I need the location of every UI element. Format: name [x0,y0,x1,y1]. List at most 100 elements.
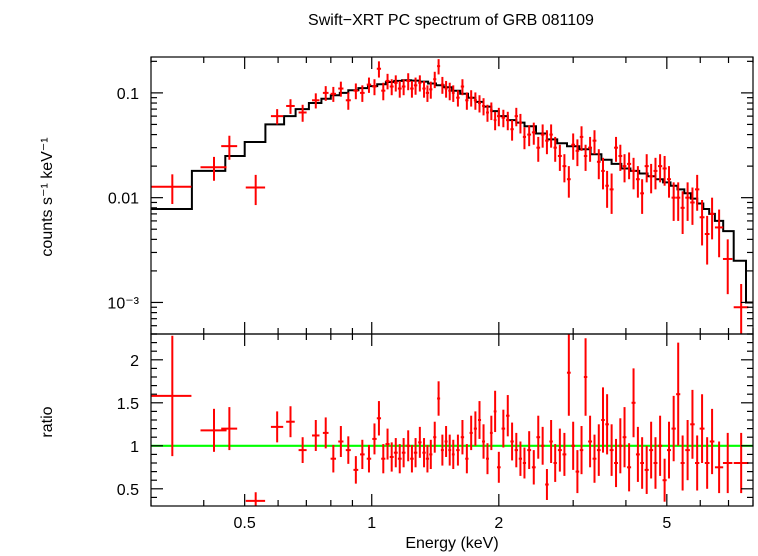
ratio-point [437,381,441,416]
ratio-point [536,415,541,459]
ratio-point [489,415,493,451]
ratio-point [658,415,663,476]
ratio-point [465,444,469,474]
ratio-point [496,451,501,483]
ratio-point [704,437,710,489]
ratio-point [385,428,390,460]
data-point [588,136,593,162]
data-point [667,166,671,198]
ratio-point [514,432,518,468]
data-point [579,126,584,151]
ratio-point [518,441,523,476]
x-tick-label: 1 [367,515,376,532]
spectrum-panel: 0.1 0.01 10⁻³ counts s⁻¹ keV⁻¹ [39,56,754,335]
data-point [545,130,549,155]
data-point [486,104,489,122]
ratio-point [596,424,601,476]
ratio-point [690,389,695,459]
ratio-point [482,424,486,459]
y-tick-label: 0.01 [108,191,139,208]
ratio-point [440,434,444,466]
ratio-point [662,458,667,502]
data-point [614,136,618,162]
ratio-point [460,420,465,455]
ratio-panel: 0.5 1 1.5 2 0.5 1 2 5 ratio Energy (keV) [39,333,754,552]
ratio-point [680,435,685,491]
ratio-point [601,387,605,453]
ratio-point [699,394,705,463]
data-point [286,99,295,114]
data-point [493,111,497,131]
data-point [733,284,749,334]
ratio-point [448,434,452,466]
data-point [298,104,307,122]
data-point [618,144,623,171]
data-point [644,154,649,183]
ratio-point [549,420,553,463]
data-point [635,166,640,198]
ratio-point [477,401,482,439]
data-point [473,92,477,110]
ratio-data-points [151,334,749,506]
ratio-point [406,430,410,462]
data-point [477,95,482,113]
ratio-point [733,432,749,494]
data-point [345,92,351,110]
ratio-point [286,406,295,438]
ratio-point [425,444,430,473]
ratio-point [389,442,394,472]
ratio-point [631,368,636,438]
ratio-point [676,342,681,446]
ratio-point [366,444,372,473]
data-point [714,209,724,258]
data-point [200,156,227,181]
data-point [653,157,658,190]
ratio-point [298,437,307,463]
ratio-point [653,437,658,489]
ratio-point [540,426,545,465]
spectrum-data-points [151,59,749,334]
ratio-point [345,436,351,464]
ratio-point [583,338,588,416]
data-point [451,85,455,102]
data-point [360,85,365,102]
ratio-point [592,434,597,483]
y-tick-label: 2 [130,353,139,370]
data-point [549,124,553,148]
data-point [510,120,514,141]
ratio-point [322,417,329,449]
data-point [575,139,580,167]
data-point [514,107,518,127]
data-point [425,85,430,102]
data-point [501,109,506,128]
data-point [448,82,452,101]
data-point [583,144,588,171]
data-point [330,86,337,102]
ratio-y-axis-label: ratio [39,406,56,437]
ratio-point [486,443,489,475]
data-point [245,174,266,206]
data-point [353,83,359,100]
data-point [418,75,422,92]
y-tick-label: 1 [130,439,139,456]
data-point [389,79,394,96]
data-point [562,154,567,183]
data-point [460,79,465,96]
data-point [381,82,386,101]
data-point [640,179,645,214]
ratio-point [393,438,398,468]
data-point [270,109,284,125]
data-point [406,73,410,91]
ratio-point [614,438,618,488]
ratio-point [588,415,593,468]
data-point [413,77,418,95]
ratio-point [609,424,614,476]
ratio-point [433,421,437,453]
ratio-point [456,434,460,466]
data-point [566,166,571,198]
data-point [694,174,700,211]
ratio-point [640,437,645,489]
data-point [338,81,344,97]
data-point [536,136,541,162]
